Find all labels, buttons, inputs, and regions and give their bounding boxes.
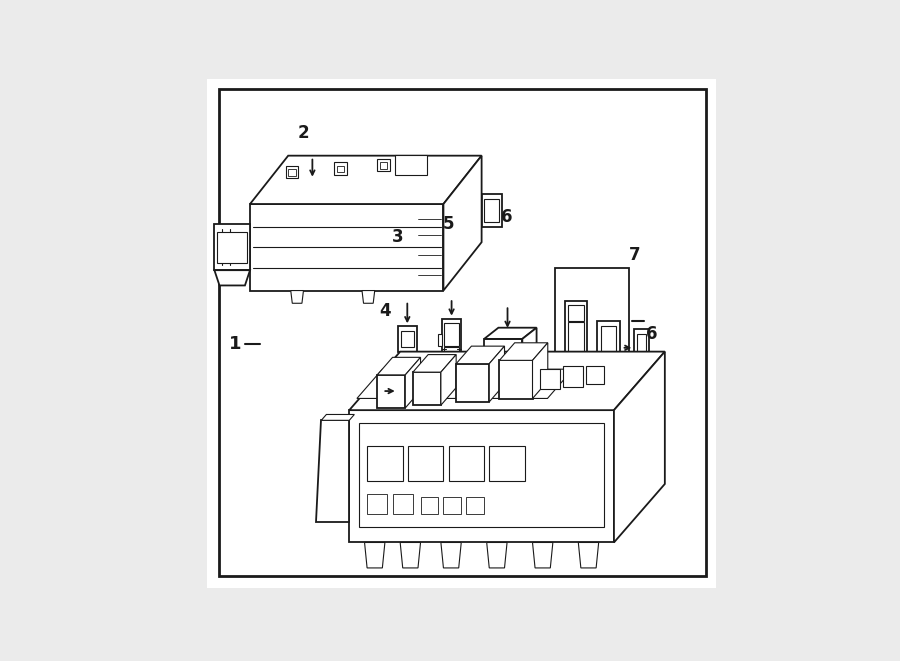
Polygon shape — [456, 364, 490, 402]
Polygon shape — [441, 354, 456, 405]
Polygon shape — [484, 328, 536, 339]
Text: 6: 6 — [501, 208, 513, 226]
Bar — [448, 446, 484, 481]
Polygon shape — [377, 358, 420, 375]
Polygon shape — [437, 334, 442, 346]
Polygon shape — [250, 156, 482, 204]
Text: 1: 1 — [229, 335, 241, 353]
Polygon shape — [377, 375, 405, 408]
Bar — [597, 321, 620, 362]
Bar — [334, 162, 346, 175]
Bar — [377, 159, 390, 171]
Bar — [398, 379, 426, 403]
Bar — [600, 326, 617, 357]
Bar — [490, 446, 525, 481]
Polygon shape — [482, 194, 502, 227]
Polygon shape — [349, 352, 665, 410]
Bar — [359, 423, 604, 527]
Bar — [564, 301, 588, 360]
Polygon shape — [405, 358, 420, 408]
Bar — [408, 446, 444, 481]
Polygon shape — [579, 543, 599, 568]
Bar — [568, 305, 584, 321]
Polygon shape — [214, 224, 250, 270]
Polygon shape — [321, 414, 355, 420]
Bar — [392, 494, 413, 514]
Bar — [634, 329, 649, 367]
Bar — [367, 446, 402, 481]
Bar — [637, 334, 646, 362]
Polygon shape — [400, 543, 420, 568]
Polygon shape — [357, 369, 573, 399]
Polygon shape — [540, 369, 561, 389]
Bar — [445, 323, 459, 346]
Polygon shape — [586, 366, 604, 384]
Polygon shape — [500, 360, 533, 399]
Polygon shape — [316, 420, 349, 522]
Polygon shape — [522, 328, 536, 377]
Polygon shape — [484, 339, 522, 377]
Bar — [445, 347, 459, 375]
Text: 6: 6 — [646, 325, 658, 343]
Text: 7: 7 — [628, 246, 640, 264]
Bar — [367, 494, 387, 514]
Polygon shape — [563, 366, 583, 387]
Bar — [466, 496, 484, 514]
Polygon shape — [456, 346, 505, 364]
Bar — [217, 232, 248, 262]
Bar — [398, 326, 417, 352]
Polygon shape — [291, 291, 303, 303]
Polygon shape — [362, 291, 374, 303]
Polygon shape — [349, 410, 614, 543]
Bar — [555, 268, 629, 375]
Polygon shape — [364, 543, 385, 568]
Bar — [337, 165, 344, 172]
Polygon shape — [214, 270, 250, 286]
Polygon shape — [614, 352, 665, 543]
Polygon shape — [441, 543, 462, 568]
Polygon shape — [500, 343, 548, 360]
Polygon shape — [250, 204, 444, 291]
Polygon shape — [413, 372, 441, 405]
Polygon shape — [533, 543, 553, 568]
Bar — [420, 496, 438, 514]
Polygon shape — [444, 156, 482, 291]
Polygon shape — [413, 354, 456, 372]
Text: 2: 2 — [298, 124, 310, 141]
Bar — [380, 163, 387, 169]
Bar — [484, 199, 500, 222]
Text: 5: 5 — [443, 215, 454, 233]
Polygon shape — [394, 155, 428, 175]
Bar — [442, 319, 462, 379]
Bar — [288, 169, 296, 176]
Bar — [568, 322, 584, 354]
Bar — [400, 331, 414, 346]
Text: 3: 3 — [392, 228, 403, 246]
Polygon shape — [487, 543, 507, 568]
Text: 4: 4 — [379, 302, 391, 320]
Polygon shape — [533, 343, 548, 399]
Bar — [444, 496, 461, 514]
Bar — [285, 166, 299, 178]
Polygon shape — [490, 346, 505, 402]
